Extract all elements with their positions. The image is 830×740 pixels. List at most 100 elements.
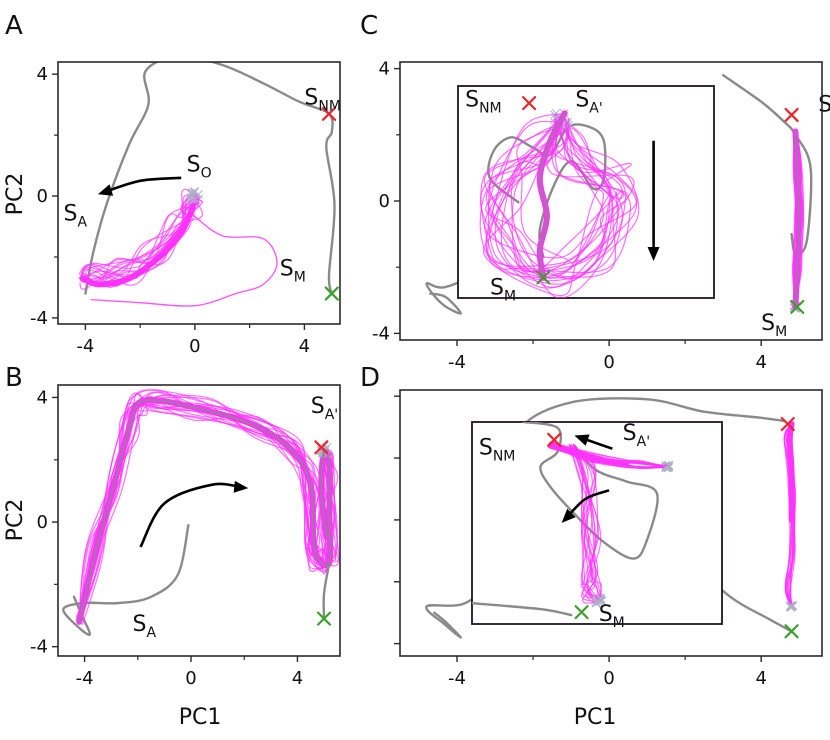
inset-series-inset-ensemble-fan-line-14 [568,445,599,604]
inset-plot-area [479,95,660,298]
axes-frame [399,389,823,657]
inset-series-inset-trajectory [522,422,659,560]
series-ensemble-line-15 [79,198,203,277]
x-tick-label: 4 [755,352,766,373]
y-tick-label: 4 [379,59,390,80]
x-tick-label: 0 [189,336,200,357]
series-ensemble-line-10 [79,394,336,620]
inset-series-inset-ensemble-endpoint-19 [664,460,674,470]
panel-b: B SA' SA -4 0 4 -4 0 4 PC2 PC1 [3,363,341,730]
inset-series-inset-ensemble-line-4 [484,117,638,259]
inset-s-nm-cross-marker [547,432,562,447]
inset-series-inset-ensemble-fan-endpoint-15 [592,596,602,606]
inset-series-inset-ensemble-line-19 [480,120,632,274]
s-a-cross-marker [314,440,329,455]
inset-series-inset-ensemble-line-7 [516,124,605,264]
label-s-a-: SA' [311,394,338,423]
series-ensemble-line-14 [83,194,193,286]
y-tick-label: 4 [37,64,48,85]
series-right-ensemble-endpoint-13 [786,601,795,610]
arrowhead [97,184,114,196]
inset-series-inset-ensemble-fan-line-8 [570,446,597,604]
label-inset-s-nm: SNM [465,88,502,117]
panel-label: B [5,363,23,393]
panel-label: A [5,11,23,41]
inset-series-inset-ensemble-fan-line-12 [572,446,599,601]
inset-series-inset-ensemble-line-5 [488,118,611,279]
series-ensemble-line-5 [78,395,328,622]
panel-a: A SNM SO SA SM -4 0 4 -4 0 4 PC2 [3,11,341,357]
y-tick-label: -4 [30,308,48,329]
inset-plot-area [472,422,674,620]
series-ensemble-mean-overlay [78,398,332,623]
label-s-a: SA [132,612,156,641]
series-ensemble-line-15 [77,392,338,624]
series-mean-trajectory [84,62,336,295]
series-ensemble-line-8 [80,394,328,619]
arrowhead [233,480,249,493]
series-ensemble-mean [76,396,334,625]
s-a-cross-marker [784,107,799,123]
series-tail [322,561,331,620]
x-tick-label: -4 [448,668,466,689]
series-ensemble-mean-overlay [794,130,801,308]
series-ensemble-line-11 [80,391,333,625]
s-nm-cross-marker [321,106,337,121]
series-mean-trajectory [62,524,190,636]
inset-series-inset-ensemble-line-3 [483,117,613,298]
inset-series-inset-ensemble-mean [547,442,630,467]
series-right-ensemble-line-12 [784,424,793,606]
inset-series-inset-ensemble-line-8 [482,116,632,297]
inset-series-inset-trajectory [487,123,607,259]
plot-area [78,62,339,307]
series-ensemble-line-16 [76,400,336,624]
label-s-o: SO [187,153,212,182]
inset-series-inset-ensemble-line-17 [488,117,625,273]
inset-series-inset-ensemble-line-16 [485,112,624,285]
x-tick-label: 0 [185,668,196,689]
inset-d: SNM SA' SM [471,421,723,631]
x-tick-label: -4 [76,668,94,689]
inset-series-inset-ensemble-line-15 [479,122,620,288]
x-tick-label: -4 [448,352,466,373]
s-m-cross-marker [316,611,332,626]
plot-area [425,74,813,315]
arrowhead [647,246,660,261]
arrowhead [574,434,590,446]
inset-series-inset-ensemble-line-12 [500,113,627,282]
series-right-ensemble-mean [786,421,795,523]
series-ensemble-outlier [90,213,278,307]
label-inset-s-m: SM [599,602,625,631]
x-tick-label: 0 [603,668,614,689]
label-s-m: SM [280,256,306,285]
y-axis-label: PC2 [3,173,28,216]
green-cross-right-marker [784,624,799,639]
label-s-a: SA [63,201,87,230]
label-inset-s-nm: SNM [479,436,516,465]
y-tick-label: 0 [37,186,48,207]
inset-series-inset-grey-line [472,602,573,617]
inset-frame [457,85,715,299]
y-tick-label: 0 [379,191,390,212]
inset-series-inset-ensemble-mean-overlay [538,112,566,279]
label-s-m: SM [761,311,787,340]
inset-series-inset-ensemble-line-10 [485,113,611,275]
inset-s-m-cross-marker [574,605,589,620]
panel-label: D [360,363,380,393]
series-ensemble-line-2 [77,402,337,622]
inset-c: SNM SA' SM [457,85,715,305]
label-s-nm: SNM [304,86,341,115]
series-ensemble-line-9 [77,396,334,625]
panel-d: D SNM SA' SM -4 0 4 PC1 [360,363,823,730]
panel-c: C SNM SA' SM SA' SM -4 0 4 -4 0 4 [360,11,830,373]
series-ensemble-line-6 [79,188,195,280]
label-inset-s-a-: SA' [575,88,602,117]
s-m-cross-marker [790,299,805,315]
plot-area [425,397,799,639]
inset-series-inset-ensemble-line-13 [479,121,605,267]
inset-series-inset-ensemble-line-6 [485,114,635,273]
label-inset-s-a-: SA' [623,421,650,450]
inset-s-nm-cross-marker [522,95,537,111]
x-tick-label: -4 [76,336,94,357]
x-tick-label: 4 [299,336,310,357]
